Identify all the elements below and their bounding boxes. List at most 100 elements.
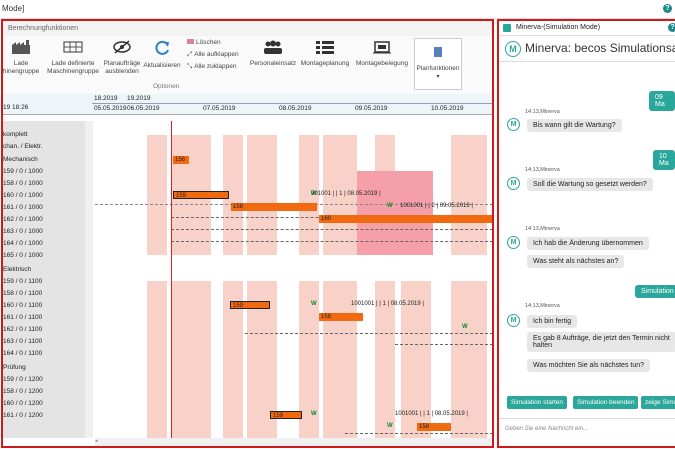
app-icon xyxy=(503,24,511,32)
row-label[interactable]: 163 / 0 / 1000 xyxy=(3,228,43,235)
row-label[interactable]: 164 / 0 / 1000 xyxy=(3,240,43,247)
order-bar[interactable]: 158 xyxy=(417,423,451,431)
row-label[interactable]: 164 / 0 / 1100 xyxy=(3,350,43,357)
grid-icon xyxy=(63,41,83,53)
message-input[interactable]: Geben Sie eine Nachricht ein... xyxy=(505,426,589,432)
order-bar[interactable]: 159 xyxy=(173,191,229,199)
plan-functions-dropdown[interactable]: Planfunktionen ▾ xyxy=(414,38,462,90)
maintenance-marker[interactable]: W xyxy=(311,191,317,197)
assembly-planning-button[interactable]: Montageplanung xyxy=(299,40,351,68)
maintenance-marker[interactable]: W xyxy=(387,203,393,209)
maintenance-marker[interactable]: W xyxy=(387,423,393,429)
order-bar[interactable]: 160 xyxy=(319,215,492,223)
row-label[interactable]: 165 / 0 / 1000 xyxy=(3,252,43,259)
hide-plan-orders-button[interactable]: Planaufträge ausblenden xyxy=(99,40,145,76)
day-label: 07.05.2019 xyxy=(203,105,236,112)
load-defined-machine-group-button[interactable]: Lade definierte Maschinengruppe xyxy=(43,40,103,76)
refresh-button[interactable]: Aktualisieren xyxy=(141,40,183,70)
order-bar[interactable]: 159 xyxy=(230,301,270,309)
row-label[interactable]: 160 / 0 / 1200 xyxy=(3,400,43,407)
user-message: 10 Ma xyxy=(653,150,675,170)
row-label[interactable]: 162 / 0 / 1100 xyxy=(3,326,43,333)
shift-block xyxy=(247,135,277,255)
highlight-block xyxy=(357,171,433,255)
shift-block xyxy=(323,135,357,255)
tab-berechnungfunktionen[interactable]: Berechnungfunktionen xyxy=(8,25,79,32)
row-label[interactable]: 160 / 0 / 1100 xyxy=(3,302,43,309)
message-meta: 14:13,Minerva xyxy=(525,303,560,309)
order-bar[interactable]: 158 xyxy=(319,313,363,321)
help-icon[interactable]: ? xyxy=(668,23,675,32)
people-icon xyxy=(264,40,282,54)
bot-message: Ich bin fertig xyxy=(527,315,578,328)
help-icon[interactable]: ? xyxy=(663,4,672,13)
order-bar[interactable]: 158 xyxy=(231,203,317,211)
delete-label: Löschen xyxy=(196,39,221,46)
row-label[interactable]: 161 / 0 / 1000 xyxy=(3,204,43,211)
order-info: 1001001 | | 1 | 08.05.2019 | xyxy=(395,411,468,417)
row-label[interactable]: 163 / 0 / 1100 xyxy=(3,338,43,345)
dependency-line xyxy=(171,229,492,230)
row-label[interactable]: Prüfung xyxy=(3,364,26,371)
row-label[interactable]: 162 / 0 / 1000 xyxy=(3,216,43,223)
row-label[interactable]: komplett xyxy=(3,131,28,138)
timeline-header: 18.2019 19.2019 19 18:26 05.05.2019 06.0… xyxy=(3,94,492,115)
horizontal-scrollbar[interactable]: ◂ xyxy=(95,438,492,446)
divider xyxy=(499,418,675,419)
staff-deployment-button[interactable]: Personaleinsatz xyxy=(249,40,297,68)
bot-message: Bis wann gilt die Wartung? xyxy=(527,119,622,132)
row-label[interactable]: 158 / 0 / 1100 xyxy=(3,290,43,297)
document-icon xyxy=(434,47,442,57)
row-label[interactable]: 159 / 0 / 1200 xyxy=(3,376,43,383)
row-scrollbar[interactable] xyxy=(85,121,93,438)
shift-block xyxy=(147,135,167,255)
shift-block xyxy=(223,281,243,438)
maintenance-marker[interactable]: W xyxy=(462,324,468,330)
eraser-icon xyxy=(187,39,194,44)
bot-message: Was möchten Sie als nächstes tun? xyxy=(527,359,651,372)
week-label: 18.2019 xyxy=(94,95,118,102)
chevron-down-icon: ▾ xyxy=(436,74,440,80)
assembly-occupancy-button[interactable]: Montagebelegung xyxy=(353,40,411,68)
row-label[interactable]: 160 / 0 / 1000 xyxy=(3,192,43,199)
expand-all-button[interactable]: ⤢ Alle aufklappen xyxy=(187,51,239,59)
order-info: 1001001 | | 1 | 08.05.2019 | xyxy=(351,301,424,307)
eye-slash-icon xyxy=(113,40,131,54)
row-label[interactable]: 159 / 0 / 1100 xyxy=(3,278,43,285)
delete-button[interactable]: Löschen xyxy=(187,39,221,46)
minerva-logo-icon: M xyxy=(505,41,521,57)
maintenance-marker[interactable]: W xyxy=(311,301,317,307)
order-bar[interactable]: 156 xyxy=(173,156,189,164)
row-label[interactable]: 161 / 0 / 1100 xyxy=(3,314,43,321)
row-label[interactable]: 158 / 0 / 1200 xyxy=(3,388,43,395)
row-label[interactable]: Elektrisch xyxy=(3,266,32,273)
refresh-icon xyxy=(155,40,169,55)
current-time: 19 18:26 xyxy=(3,104,29,111)
load-machine-group-button[interactable]: Lade hinengruppe xyxy=(2,40,45,76)
row-label[interactable]: Mechanisch xyxy=(3,156,38,163)
shift-block xyxy=(375,281,395,438)
options-group-label: Optionen xyxy=(153,83,180,90)
user-message: Simulation xyxy=(635,285,675,298)
row-label[interactable]: 161 / 0 / 1200 xyxy=(3,412,43,419)
collapse-all-button[interactable]: ⤡ Alle zuklappen xyxy=(187,63,236,71)
row-label[interactable]: 159 / 0 / 1000 xyxy=(3,168,43,175)
gantt-area: 18.2019 19.2019 19 18:26 05.05.2019 06.0… xyxy=(3,94,492,446)
load-machine-group-label: Lade hinengruppe xyxy=(2,60,40,75)
row-label[interactable]: chan. / Elektr. xyxy=(3,143,43,150)
day-label: 10.05.2019 xyxy=(431,105,464,112)
staff-deployment-label: Personaleinsatz xyxy=(249,60,297,67)
factory-icon xyxy=(12,40,30,54)
shift-block xyxy=(299,281,319,438)
show-simulation-button[interactable]: zeige Simu xyxy=(641,396,675,409)
shift-block xyxy=(401,281,431,438)
shift-block xyxy=(223,135,243,255)
window-title: Mode] xyxy=(2,4,25,13)
end-simulation-button[interactable]: Simulation beenden xyxy=(573,396,639,409)
start-simulation-button[interactable]: Simulation starten xyxy=(507,396,568,409)
minerva-avatar-icon: M xyxy=(507,177,520,190)
message-meta: 14:13,Minerva xyxy=(525,109,560,115)
row-label[interactable]: 158 / 0 / 1000 xyxy=(3,180,43,187)
order-bar[interactable]: 159 xyxy=(270,411,302,419)
maintenance-marker[interactable]: W xyxy=(311,411,317,417)
